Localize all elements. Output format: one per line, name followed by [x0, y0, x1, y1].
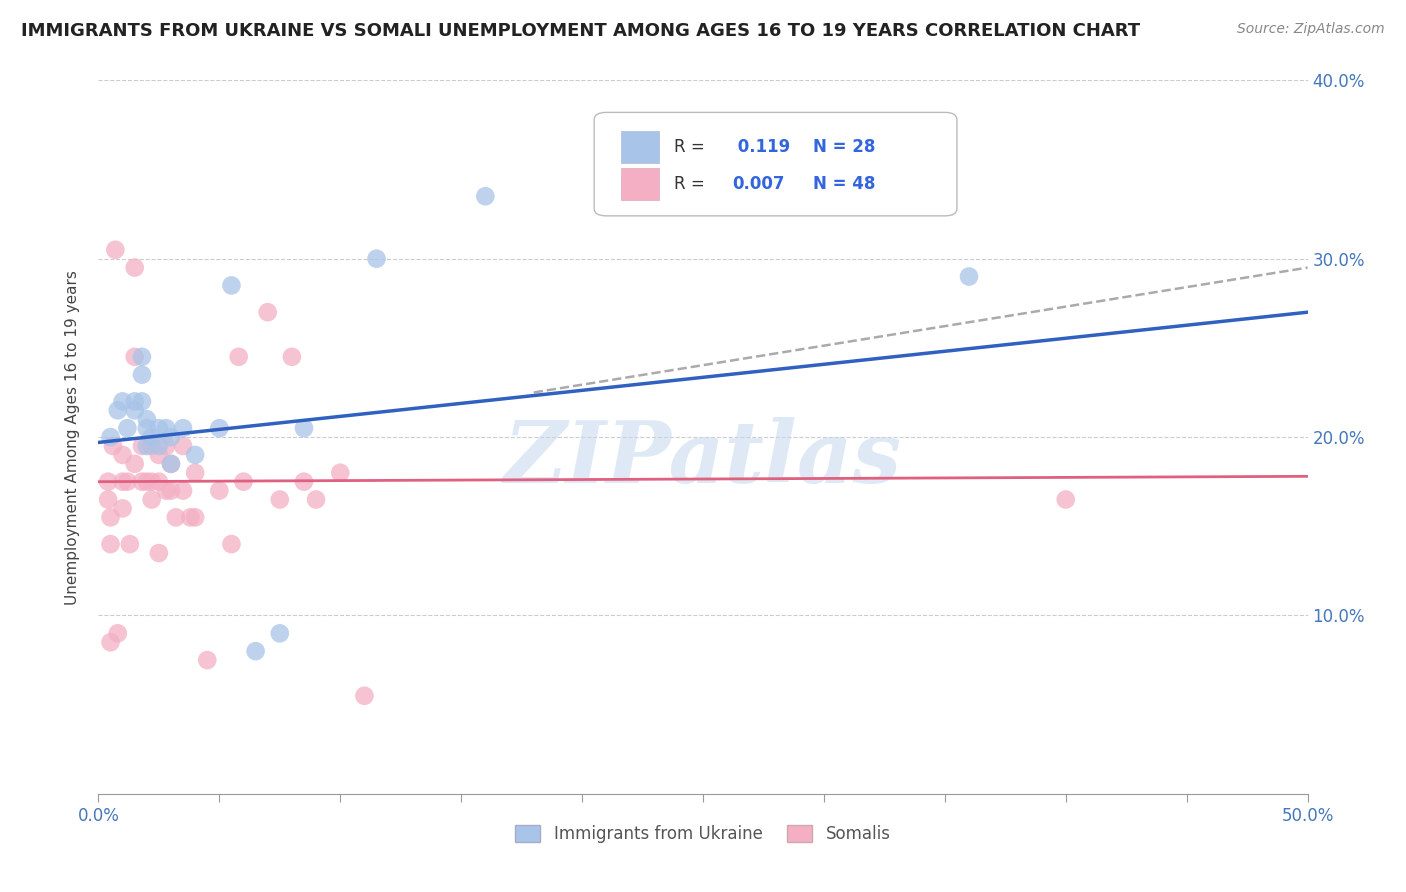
Point: [184, 448, 207, 462]
Point: [124, 403, 146, 417]
Point: [148, 448, 170, 462]
Text: N = 48: N = 48: [813, 175, 876, 193]
Point: [111, 475, 134, 489]
Text: N = 28: N = 28: [813, 137, 876, 155]
Point: [957, 269, 980, 284]
Point: [141, 430, 163, 444]
Text: 0.119: 0.119: [733, 137, 790, 155]
Point: [131, 368, 153, 382]
Point: [131, 475, 153, 489]
FancyBboxPatch shape: [595, 112, 957, 216]
Point: [160, 457, 183, 471]
Point: [184, 466, 207, 480]
Point: [124, 350, 146, 364]
Point: [111, 501, 134, 516]
Point: [155, 439, 177, 453]
Point: [131, 439, 153, 453]
Point: [366, 252, 388, 266]
Point: [131, 350, 153, 364]
Point: [256, 305, 278, 319]
Point: [118, 537, 141, 551]
Point: [172, 439, 194, 453]
FancyBboxPatch shape: [621, 130, 659, 162]
Point: [124, 457, 146, 471]
Point: [195, 653, 218, 667]
Point: [141, 492, 163, 507]
Point: [245, 644, 267, 658]
Point: [135, 412, 157, 426]
Point: [474, 189, 496, 203]
Point: [124, 260, 146, 275]
Point: [208, 483, 231, 498]
Point: [111, 448, 134, 462]
Point: [172, 421, 194, 435]
Text: 0.007: 0.007: [733, 175, 785, 193]
Point: [124, 394, 146, 409]
Point: [269, 626, 291, 640]
Point: [135, 421, 157, 435]
Point: [111, 394, 134, 409]
Point: [141, 439, 163, 453]
Point: [269, 492, 291, 507]
Point: [117, 475, 139, 489]
Point: [160, 483, 183, 498]
Point: [101, 439, 124, 453]
Point: [148, 421, 170, 435]
Point: [100, 430, 122, 444]
Point: [160, 457, 183, 471]
Point: [208, 421, 231, 435]
Text: ZIPatlas: ZIPatlas: [503, 417, 903, 500]
Text: R =: R =: [673, 137, 710, 155]
Text: R =: R =: [673, 175, 710, 193]
Point: [148, 439, 170, 453]
Point: [329, 466, 352, 480]
Point: [1054, 492, 1077, 507]
Point: [292, 475, 315, 489]
Point: [221, 278, 243, 293]
Y-axis label: Unemployment Among Ages 16 to 19 years: Unemployment Among Ages 16 to 19 years: [65, 269, 80, 605]
Legend: Immigrants from Ukraine, Somalis: Immigrants from Ukraine, Somalis: [509, 818, 897, 850]
Text: Source: ZipAtlas.com: Source: ZipAtlas.com: [1237, 22, 1385, 37]
Point: [135, 439, 157, 453]
Point: [107, 403, 129, 417]
Point: [131, 394, 153, 409]
Point: [107, 626, 129, 640]
Point: [172, 483, 194, 498]
Point: [165, 510, 187, 524]
Point: [135, 475, 157, 489]
Point: [228, 350, 250, 364]
Point: [155, 483, 177, 498]
Point: [100, 510, 122, 524]
Point: [179, 510, 201, 524]
Point: [221, 537, 243, 551]
Point: [281, 350, 304, 364]
Point: [100, 537, 122, 551]
Point: [117, 421, 139, 435]
Text: IMMIGRANTS FROM UKRAINE VS SOMALI UNEMPLOYMENT AMONG AGES 16 TO 19 YEARS CORRELA: IMMIGRANTS FROM UKRAINE VS SOMALI UNEMPL…: [21, 22, 1140, 40]
Point: [141, 475, 163, 489]
Point: [148, 546, 170, 560]
Point: [232, 475, 254, 489]
Point: [104, 243, 127, 257]
Point: [155, 421, 177, 435]
Point: [148, 475, 170, 489]
Point: [353, 689, 375, 703]
Point: [97, 492, 120, 507]
Point: [160, 430, 183, 444]
Point: [184, 510, 207, 524]
FancyBboxPatch shape: [621, 168, 659, 200]
Point: [100, 635, 122, 649]
Point: [97, 475, 120, 489]
Point: [305, 492, 328, 507]
Point: [292, 421, 315, 435]
